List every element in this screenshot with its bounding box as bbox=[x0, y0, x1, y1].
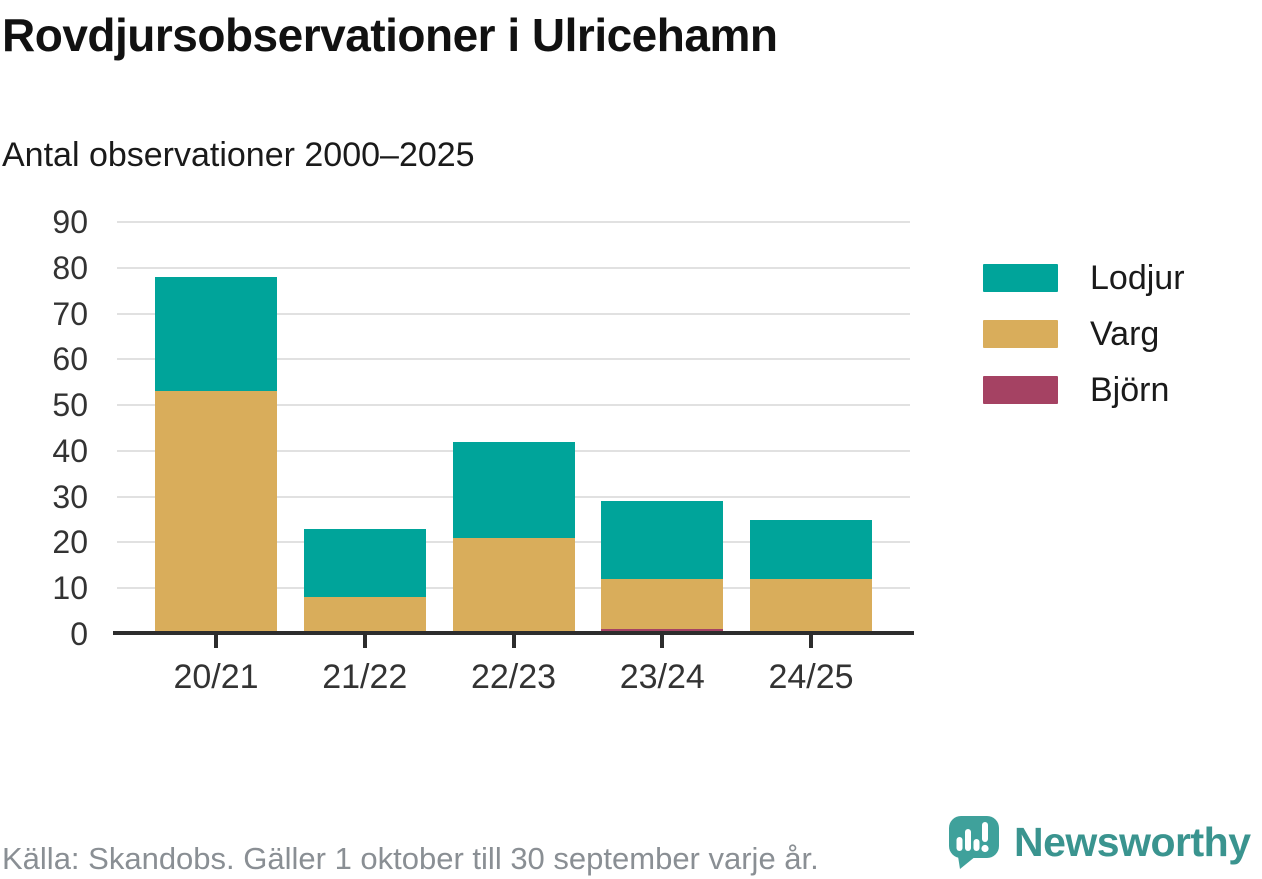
x-axis-line bbox=[113, 631, 914, 635]
y-axis-label: 90 bbox=[52, 204, 88, 240]
x-axis-tick bbox=[660, 635, 665, 648]
x-axis-label: 24/25 bbox=[768, 658, 854, 696]
bar-segment-varg bbox=[303, 597, 426, 634]
bar-segment-lodjur bbox=[303, 528, 426, 598]
legend: Lodjur Varg Björn bbox=[983, 259, 1185, 432]
y-axis-label: 30 bbox=[52, 478, 88, 515]
gridline bbox=[117, 404, 910, 407]
x-axis-tick bbox=[809, 635, 813, 648]
legend-item-lodjur: Lodjur bbox=[983, 259, 1185, 297]
y-axis-label: 10 bbox=[52, 570, 88, 607]
gridline bbox=[117, 266, 910, 269]
y-axis-label: 50 bbox=[52, 387, 88, 424]
chart-subtitle: Antal observationer 2000–2025 bbox=[2, 136, 475, 174]
chart-title: Rovdjursobservationer i Ulricehamn bbox=[2, 9, 778, 61]
brand: Newsworthy bbox=[949, 816, 1251, 869]
bar-segment-lodjur bbox=[155, 276, 277, 392]
gridline bbox=[117, 358, 910, 361]
legend-swatch-varg bbox=[983, 320, 1058, 348]
y-axis-label: 80 bbox=[52, 249, 88, 286]
legend-label: Lodjur bbox=[1090, 258, 1185, 297]
legend-label: Björn bbox=[1090, 370, 1170, 409]
x-axis-label: 22/23 bbox=[470, 658, 557, 696]
x-axis-tick bbox=[511, 635, 516, 648]
bar-segment-varg bbox=[750, 579, 872, 634]
legend-label: Varg bbox=[1090, 314, 1160, 353]
y-axis-label: 0 bbox=[70, 616, 88, 652]
bar-segment-lodjur bbox=[601, 501, 724, 580]
legend-swatch-björn bbox=[983, 376, 1058, 404]
bar-segment-varg bbox=[155, 391, 277, 634]
gridline bbox=[117, 312, 910, 315]
bar-segment-lodjur bbox=[750, 519, 872, 580]
x-axis-label: 23/24 bbox=[619, 658, 705, 696]
x-axis-label: 20/21 bbox=[173, 658, 259, 696]
bar-segment-varg bbox=[452, 537, 575, 634]
source-note: Källa: Skandobs. Gäller 1 oktober till 3… bbox=[2, 841, 819, 876]
legend-swatch-lodjur bbox=[983, 264, 1058, 292]
bar-segment-varg bbox=[601, 579, 724, 630]
y-axis-label: 20 bbox=[52, 524, 88, 561]
legend-item-varg: Varg bbox=[983, 315, 1185, 353]
x-axis-tick bbox=[214, 635, 218, 648]
bar-segment-lodjur bbox=[452, 441, 575, 538]
x-axis-label: 21/22 bbox=[322, 658, 408, 696]
y-axis-label: 40 bbox=[52, 432, 88, 469]
y-axis-label: 70 bbox=[52, 295, 88, 332]
newsworthy-logo-icon bbox=[949, 816, 999, 869]
brand-name: Newsworthy bbox=[1014, 819, 1251, 865]
gridline bbox=[117, 221, 910, 223]
x-axis-tick bbox=[362, 635, 367, 648]
legend-item-björn: Björn bbox=[983, 371, 1185, 409]
y-axis-label: 60 bbox=[52, 341, 88, 378]
